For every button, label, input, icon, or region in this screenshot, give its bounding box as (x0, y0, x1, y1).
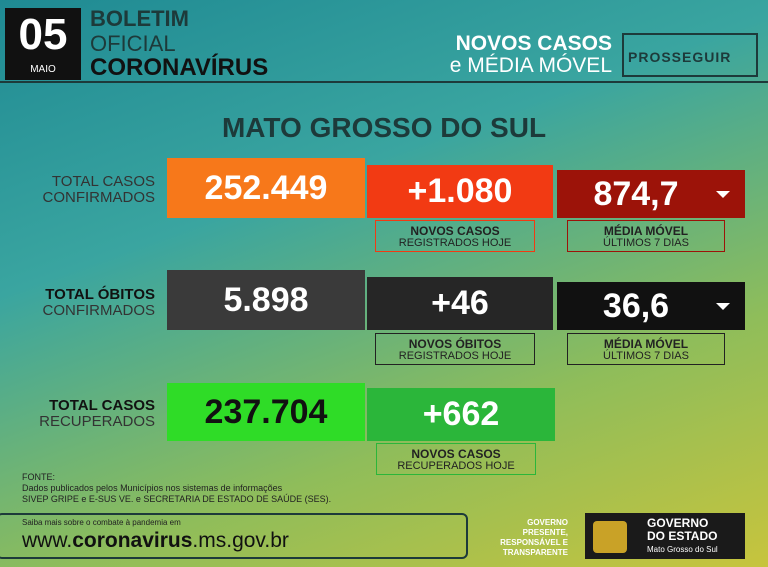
gov-box: GOVERNO DO ESTADO Mato Grosso do Sul (585, 513, 745, 559)
divider (0, 81, 768, 83)
title-line: OFICIAL (90, 31, 176, 56)
region: MATO GROSSO DO SUL (221, 112, 547, 143)
title-line: BOLETIM (90, 6, 189, 31)
new-value: +1.080 (367, 165, 553, 218)
gov-state: Mato Grosso do Sul (647, 545, 718, 554)
new-caption: NOVOS CASOS REGISTRADOS HOJE (375, 220, 535, 252)
day: 05 (18, 10, 68, 59)
caption-line: NOVOS CASOS (410, 224, 500, 238)
url-part: .ms.gov.br (192, 529, 289, 552)
new-caption: NOVOS ÓBITOS REGISTRADOS HOJE (375, 333, 535, 365)
logo: PROSSEGUIR (622, 33, 758, 77)
site-url: www.coronavirus.ms.gov.br (22, 529, 289, 553)
caption-line: REGISTRADOS HOJE (398, 350, 512, 362)
row-label-line: CONFIRMADOS (42, 302, 156, 319)
row-label-line: TOTAL ÓBITOS (45, 286, 155, 303)
avg-caption: MÉDIA MÓVEL ÚLTIMOS 7 DIAS (567, 333, 725, 365)
new-value: +46 (367, 277, 553, 330)
gov-name: GOVERNO DO ESTADO (647, 517, 717, 543)
slogan-line: TRANSPARENTE (502, 548, 568, 557)
slogan: GOVERNO PRESENTE, RESPONSÁVEL E TRANSPAR… (478, 518, 568, 558)
caption-line: MÉDIA MÓVEL (603, 224, 689, 238)
slogan-line: PRESENTE, (522, 528, 568, 537)
new-value: +662 (367, 388, 555, 441)
url-part: coronavirus (72, 529, 193, 552)
source-line: FONTE: (22, 472, 55, 482)
caption-line: ÚLTIMOS 7 DIAS (603, 350, 689, 362)
slogan-line: RESPONSÁVEL E (500, 538, 568, 547)
url-part: www. (22, 529, 73, 552)
title-line: CORONAVÍRUS (90, 54, 269, 81)
caption-line: NOVOS ÓBITOS (408, 337, 502, 351)
trend-arrow (716, 191, 730, 198)
row-label: TOTAL ÓBITOS CONFIRMADOS (43, 287, 156, 319)
row-label: TOTAL CASOS CONFIRMADOS (43, 174, 156, 206)
avg-value: 36,6 (557, 282, 745, 330)
row-label-line: CONFIRMADOS (42, 189, 156, 206)
source-line: SIVEP GRIPE e E-SUS VE. e SECRETARIA DE … (22, 494, 332, 504)
caption-line: REGISTRADOS HOJE (398, 237, 512, 249)
trend-arrow (716, 303, 730, 310)
logo-text: PROSSEGUIR (628, 49, 732, 65)
row-label: TOTAL CASOS RECUPERADOS (39, 398, 155, 430)
caption-line: MÉDIA MÓVEL (603, 337, 689, 351)
avg-caption: MÉDIA MÓVEL ÚLTIMOS 7 DIAS (567, 220, 725, 252)
new-caption: NOVOS CASOS RECUPERADOS HOJE (376, 443, 536, 475)
section-title: NOVOS CASOS (455, 32, 612, 55)
coat-of-arms (593, 521, 627, 553)
caption-line: RECUPERADOS HOJE (397, 460, 515, 472)
row-label-line: TOTAL CASOS (49, 397, 155, 414)
date-box: 05 MAIO (5, 8, 81, 80)
site-box: Saiba mais sobre o combate à pandemia em… (0, 513, 468, 559)
total-value: 5.898 (167, 270, 365, 330)
source: FONTE: Dados publicados pelos Municípios… (22, 472, 331, 505)
avg-value: 874,7 (557, 170, 745, 218)
section-title: e MÉDIA MÓVEL (449, 54, 612, 77)
caption-line: NOVOS CASOS (411, 447, 501, 461)
gov-line: DO ESTADO (647, 529, 718, 543)
row-label-line: TOTAL CASOS (51, 173, 155, 190)
site-note: Saiba mais sobre o combate à pandemia em (22, 518, 181, 527)
slogan-line: GOVERNO (527, 518, 568, 527)
month: MAIO (30, 64, 56, 75)
source-line: Dados publicados pelos Municípios nos si… (22, 483, 283, 493)
gov-line: GOVERNO (647, 516, 709, 530)
caption-line: ÚLTIMOS 7 DIAS (603, 237, 689, 249)
total-value: 252.449 (167, 158, 365, 218)
total-value: 237.704 (167, 383, 365, 441)
row-label-line: RECUPERADOS (39, 413, 155, 430)
